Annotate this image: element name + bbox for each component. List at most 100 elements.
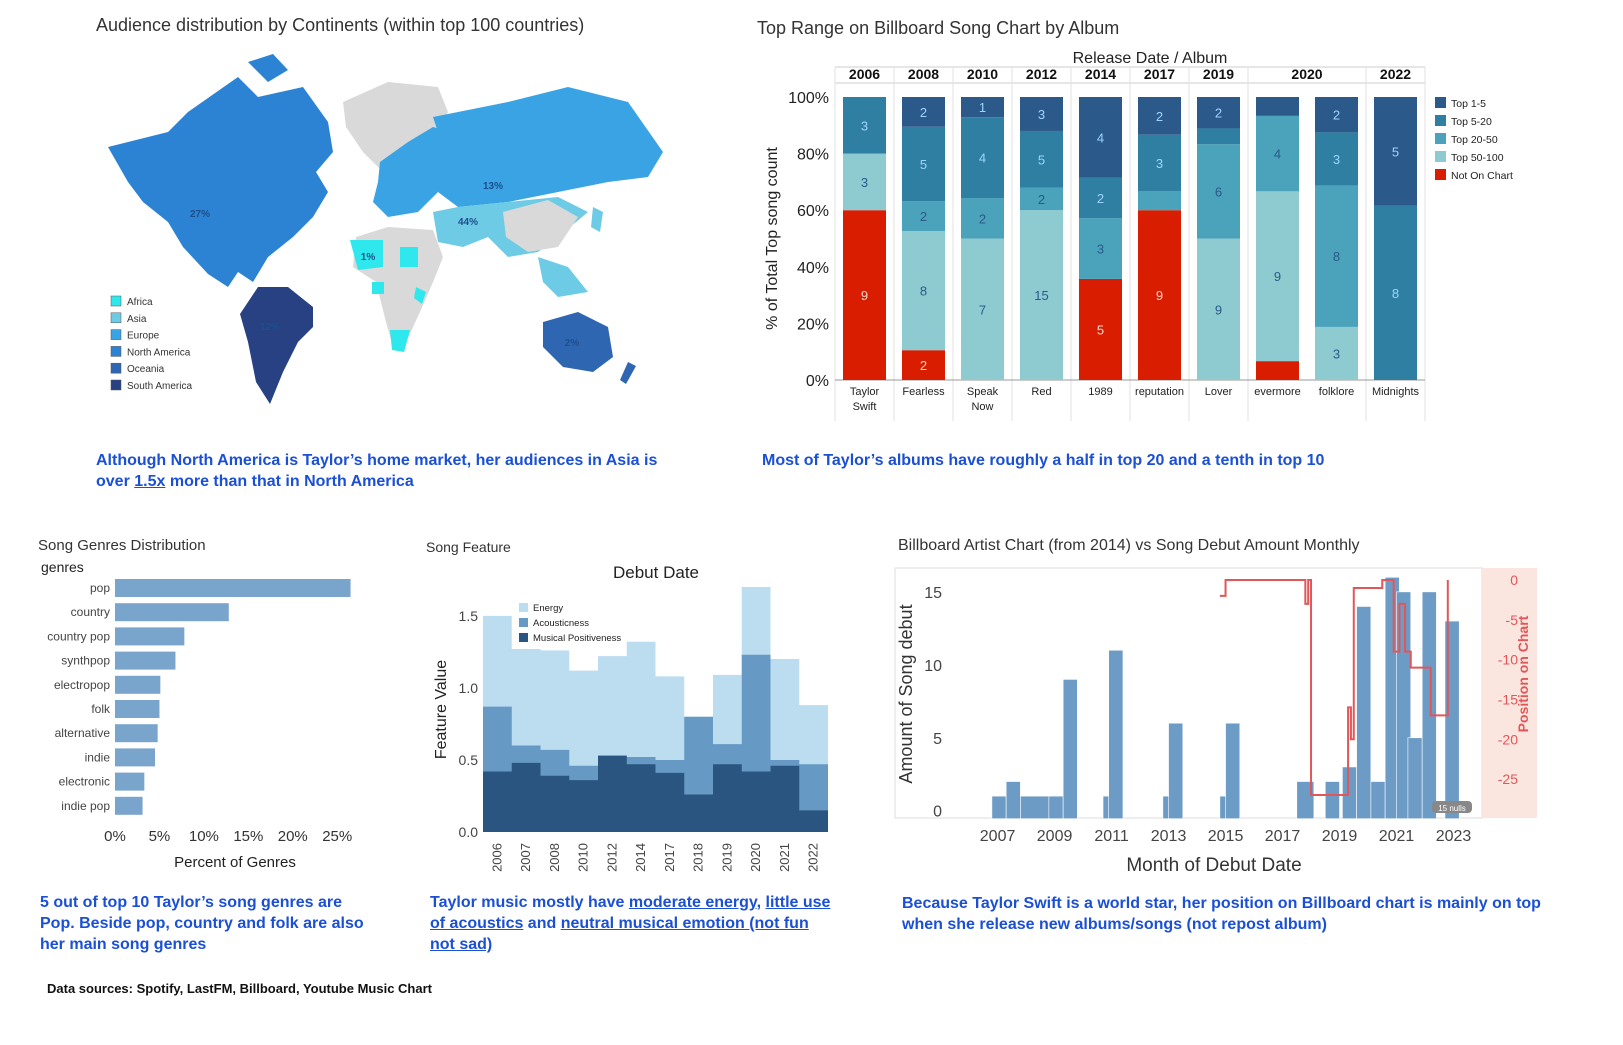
album-legend-swatch-0: [1435, 97, 1446, 108]
album-bar-8-2: [1315, 185, 1358, 327]
australia-shape: [543, 312, 613, 372]
debut-title: Billboard Artist Chart (from 2014) vs So…: [898, 537, 1360, 554]
china-shape: [503, 200, 578, 252]
debut-position-chart: Amount of Song debut 0 5 10 15 2007 2009 2011 20…: [894, 567, 1537, 876]
album-legend-swatch-2: [1435, 133, 1446, 144]
album-bar-8-1: [1315, 326, 1358, 380]
album-legend-swatch-1: [1435, 115, 1446, 126]
album-bar-3-2: [1020, 187, 1063, 211]
debut-bar-19: [1421, 591, 1437, 820]
feature-ylabel: Feature Value: [433, 660, 450, 759]
album-label-8-4: 2: [1333, 108, 1340, 123]
genre-xtick-2: 10%: [189, 828, 219, 845]
album-label-6-1: 9: [1215, 302, 1222, 317]
genre-xtick-4: 20%: [278, 828, 308, 845]
russia-shape: [433, 87, 663, 207]
world-map: 27% 13% 44% 1% 12% 2% Africa Asia Europe North A…: [108, 54, 663, 404]
legend-label-3: North America: [127, 347, 191, 358]
album-bar-5-0: [1138, 210, 1181, 380]
genre-label-0: pop: [90, 581, 110, 595]
north-america-shape: [108, 77, 333, 287]
genre-xtick-1: 5%: [149, 828, 171, 845]
position-ytick-2: -10: [1498, 652, 1518, 668]
position-ytick-1: -5: [1506, 612, 1519, 628]
album-legend-label-2: Top 20-50: [1451, 134, 1498, 146]
album-label-3-2: 2: [1038, 192, 1045, 207]
legend-swatch-0: [110, 295, 122, 307]
genre-label-9: indie pop: [61, 799, 110, 813]
map-label-4: 12%: [260, 322, 280, 333]
nulls-badge: 15 nulls: [1438, 804, 1466, 813]
album-bar-4-4: [1079, 97, 1122, 178]
album-bar-1-0: [902, 350, 945, 380]
album-label-2-1: 7: [979, 302, 986, 317]
album-cat-0-1: Swift: [853, 401, 877, 413]
album-label-3-1: 15: [1034, 288, 1048, 303]
feature-legend-swatch-1: [519, 618, 528, 627]
debut-caption: Because Taylor Swift is a world star, he…: [902, 895, 1541, 933]
album-bar-9-3: [1374, 205, 1417, 380]
album-bar-6-3: [1197, 128, 1240, 145]
europe-shape: [373, 127, 458, 217]
album-label-3-4: 3: [1038, 107, 1045, 122]
album-label-5-3: 3: [1156, 156, 1163, 171]
debut-bar-4: [1062, 679, 1078, 820]
debut-ytick-1: 5: [933, 731, 942, 748]
album-bar-2-1: [961, 238, 1004, 380]
debut-xtick-7: 2021: [1379, 828, 1415, 845]
genre-bar-7: [115, 748, 155, 767]
genre-xtick-0: 0%: [104, 828, 126, 845]
genre-bar-5: [115, 700, 160, 718]
genres-axis-title: genres: [41, 559, 84, 575]
album-bar-8-3: [1315, 132, 1358, 186]
feature-caption-part-4: and: [523, 915, 561, 932]
album-legend-label-3: Top 50-100: [1451, 152, 1504, 164]
map-label-0: 27%: [190, 209, 210, 220]
feature-xtick-2: 2008: [547, 843, 562, 872]
africa-east-shape: [414, 287, 426, 304]
album-ytick-1: 20%: [797, 316, 829, 333]
year-label-4: 2014: [1085, 66, 1116, 82]
genre-label-8: electronic: [59, 775, 110, 789]
genres-title: Song Genres Distribution: [38, 537, 206, 554]
nulls-badge-bg: [1432, 801, 1472, 813]
album-bar-3-4: [1020, 97, 1063, 131]
year-label-8: 2022: [1380, 66, 1411, 82]
debut-xtick-6: 2019: [1322, 828, 1358, 845]
feature-xtick-7: 2018: [691, 843, 706, 872]
position-ytick-0: 0: [1510, 572, 1518, 588]
album-bar-7-1: [1256, 191, 1299, 362]
legend-swatch-2: [110, 329, 122, 340]
feature-xtick-4: 2012: [604, 843, 619, 872]
album-bar-5-2: [1138, 191, 1181, 211]
year-label-0: 2006: [849, 66, 880, 82]
debut-ytick-0: 0: [933, 804, 942, 821]
legend-label-4: Oceania: [127, 364, 165, 375]
genre-bar-9: [115, 796, 143, 815]
feature-caption-part-5: neutral musical emotion (not fun not sad…: [430, 915, 809, 953]
album-label-2-4: 1: [979, 100, 986, 115]
map-legend: Africa Asia Europe North America Oceania Sout…: [110, 295, 192, 392]
album-label-6-2: 6: [1215, 184, 1222, 199]
debut-xtick-4: 2015: [1208, 828, 1244, 845]
position-ytick-3: -15: [1498, 691, 1518, 707]
album-cat-3-0: Red: [1031, 386, 1051, 398]
feature-title: Song Feature: [426, 539, 511, 555]
feature-header: Debut Date: [613, 563, 699, 582]
legend-label-5: South America: [127, 381, 192, 392]
year-label-1: 2008: [908, 66, 939, 82]
feature-legend-label-2: Musical Positiveness: [533, 633, 621, 644]
map-caption: Although North America is Taylor’s home …: [96, 452, 658, 490]
debut-bar-15: [1370, 781, 1386, 820]
album-label-8-3: 3: [1333, 152, 1340, 167]
debut-xtick-5: 2017: [1265, 828, 1301, 845]
feature-legend-swatch-2: [519, 633, 528, 642]
album-cat-2-0: Speak: [967, 386, 999, 398]
debut-bar-10: [1225, 722, 1241, 820]
position-ylabel: Position on Chart: [1515, 615, 1531, 732]
map-title: Audience distribution by Continents (wit…: [96, 15, 585, 35]
genre-xlabel: Percent of Genres: [174, 854, 296, 871]
album-bar-1-2: [902, 201, 945, 232]
year-label-2: 2010: [967, 66, 998, 82]
album-label-0-1: 3: [861, 175, 868, 190]
